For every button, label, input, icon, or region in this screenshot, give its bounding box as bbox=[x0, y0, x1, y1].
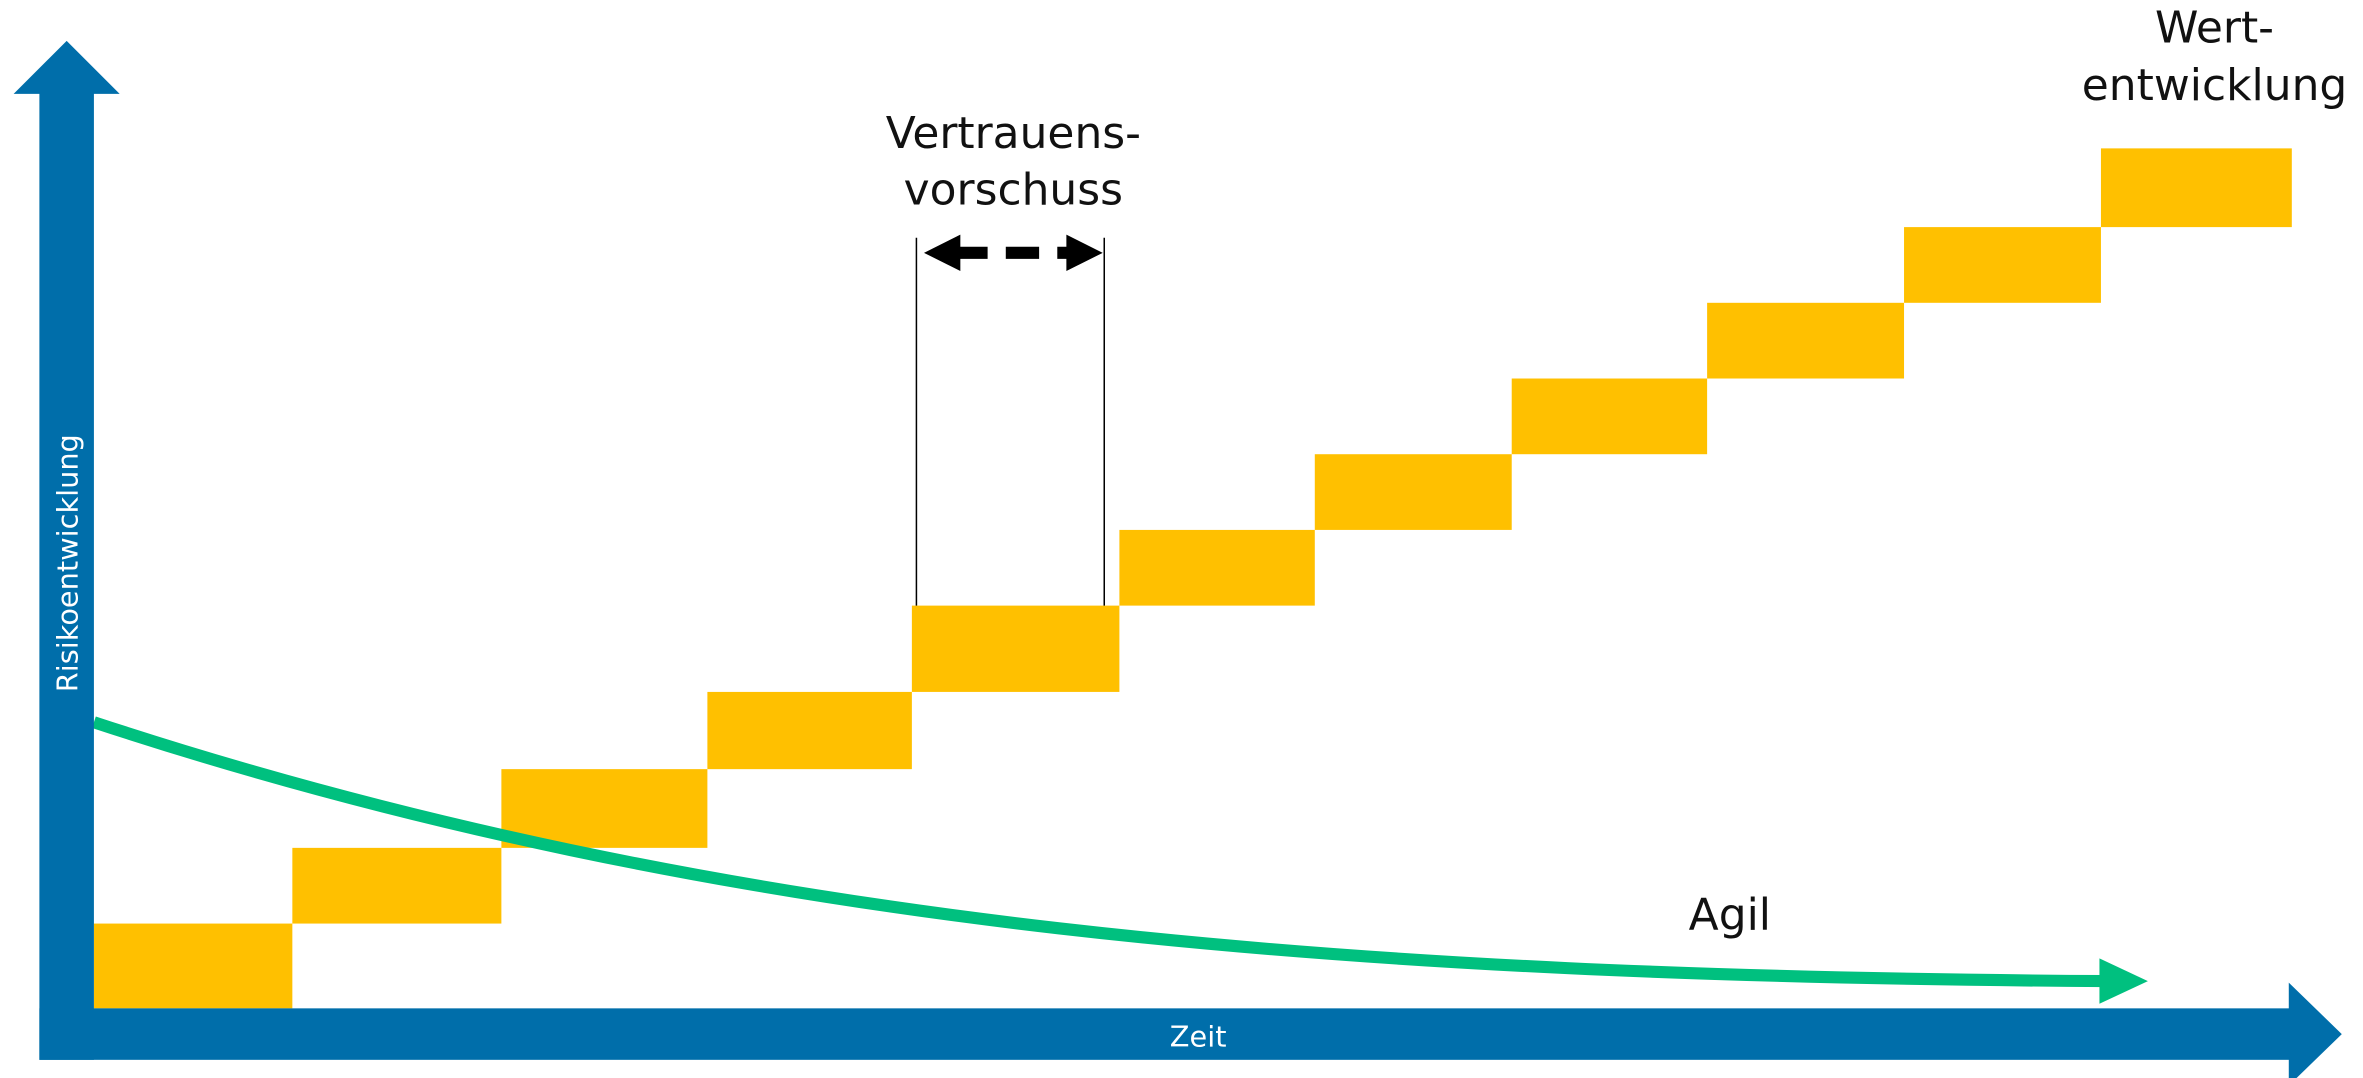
step bbox=[1707, 302, 1905, 379]
risk-curve-head bbox=[2099, 958, 2148, 1004]
gap-arrow-head bbox=[923, 234, 961, 272]
x-axis bbox=[39, 1008, 2294, 1060]
risk-curve bbox=[92, 716, 2106, 988]
step bbox=[501, 769, 708, 848]
step bbox=[1904, 227, 2101, 303]
y-axis-label: Risikoentwicklung bbox=[51, 434, 85, 692]
gap-arrow-head bbox=[1066, 234, 1103, 272]
step bbox=[911, 605, 1120, 692]
step bbox=[1314, 454, 1512, 530]
curve-label: Agil bbox=[1689, 890, 1771, 941]
y-axis-head bbox=[13, 40, 120, 94]
step bbox=[2100, 148, 2292, 228]
x-axis-label: Zeit bbox=[1170, 1020, 1227, 1054]
step bbox=[1511, 378, 1708, 455]
step bbox=[292, 847, 502, 924]
step bbox=[707, 691, 912, 770]
step bbox=[1119, 529, 1315, 606]
step bbox=[93, 923, 293, 1009]
gap-label: vorschuss bbox=[904, 164, 1123, 215]
gap-label: Vertrauens- bbox=[886, 108, 1141, 159]
y-axis bbox=[39, 90, 94, 1060]
value-steps bbox=[93, 148, 2292, 1009]
value-label: entwicklung bbox=[2082, 60, 2348, 111]
value-label: Wert- bbox=[2155, 2, 2274, 53]
x-axis-head bbox=[2288, 982, 2342, 1078]
